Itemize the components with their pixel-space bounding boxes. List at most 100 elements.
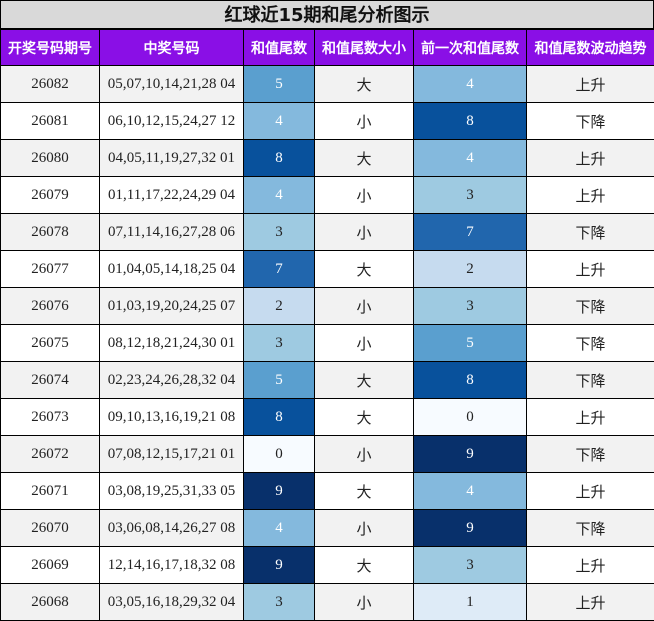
cell-tail: 5 — [244, 66, 315, 103]
cell-size: 大 — [315, 140, 414, 177]
cell-numbers: 01,04,05,14,18,25 04 — [100, 251, 244, 288]
cell-numbers: 01,03,19,20,24,25 07 — [100, 288, 244, 325]
cell-size: 小 — [315, 436, 414, 473]
cell-period: 26071 — [1, 473, 100, 510]
cell-tail: 3 — [244, 325, 315, 362]
page-title: 红球近15期和尾分析图示 — [0, 0, 654, 29]
cell-numbers: 06,10,12,15,24,27 12 — [100, 103, 244, 140]
cell-size: 小 — [315, 584, 414, 621]
header-row: 开奖号码期号 中奖号码 和值尾数 和值尾数大小 前一次和值尾数 和值尾数波动趋势 — [1, 30, 654, 66]
cell-trend: 下降 — [527, 103, 654, 140]
cell-numbers: 08,12,18,21,24,30 01 — [100, 325, 244, 362]
cell-numbers: 12,14,16,17,18,32 08 — [100, 547, 244, 584]
cell-size: 大 — [315, 362, 414, 399]
cell-numbers: 03,06,08,14,26,27 08 — [100, 510, 244, 547]
header-size: 和值尾数大小 — [315, 30, 414, 66]
cell-period: 26076 — [1, 288, 100, 325]
cell-tail: 2 — [244, 288, 315, 325]
cell-prev-tail: 8 — [414, 362, 527, 399]
cell-trend: 上升 — [527, 66, 654, 103]
cell-tail: 3 — [244, 584, 315, 621]
header-prev-tail: 前一次和值尾数 — [414, 30, 527, 66]
cell-tail: 0 — [244, 436, 315, 473]
header-period: 开奖号码期号 — [1, 30, 100, 66]
cell-prev-tail: 0 — [414, 399, 527, 436]
cell-period: 26079 — [1, 177, 100, 214]
cell-period: 26078 — [1, 214, 100, 251]
cell-period: 26082 — [1, 66, 100, 103]
tail-analysis-table: 开奖号码期号 中奖号码 和值尾数 和值尾数大小 前一次和值尾数 和值尾数波动趋势… — [0, 29, 654, 621]
cell-trend: 上升 — [527, 177, 654, 214]
cell-size: 大 — [315, 473, 414, 510]
cell-period: 26080 — [1, 140, 100, 177]
cell-tail: 3 — [244, 214, 315, 251]
cell-tail: 8 — [244, 140, 315, 177]
cell-trend: 下降 — [527, 436, 654, 473]
cell-prev-tail: 4 — [414, 66, 527, 103]
cell-tail: 8 — [244, 399, 315, 436]
cell-prev-tail: 9 — [414, 436, 527, 473]
cell-prev-tail: 8 — [414, 103, 527, 140]
cell-tail: 4 — [244, 177, 315, 214]
cell-tail: 4 — [244, 510, 315, 547]
cell-prev-tail: 4 — [414, 473, 527, 510]
cell-prev-tail: 3 — [414, 288, 527, 325]
cell-period: 26072 — [1, 436, 100, 473]
cell-trend: 下降 — [527, 214, 654, 251]
cell-numbers: 07,11,14,16,27,28 06 — [100, 214, 244, 251]
cell-size: 小 — [315, 510, 414, 547]
cell-size: 小 — [315, 177, 414, 214]
cell-prev-tail: 3 — [414, 547, 527, 584]
cell-size: 小 — [315, 325, 414, 362]
cell-period: 26073 — [1, 399, 100, 436]
cell-size: 小 — [315, 288, 414, 325]
header-numbers: 中奖号码 — [100, 30, 244, 66]
cell-size: 大 — [315, 66, 414, 103]
header-tail: 和值尾数 — [244, 30, 315, 66]
cell-size: 小 — [315, 214, 414, 251]
cell-tail: 4 — [244, 103, 315, 140]
cell-prev-tail: 5 — [414, 325, 527, 362]
cell-period: 26077 — [1, 251, 100, 288]
cell-trend: 下降 — [527, 510, 654, 547]
cell-trend: 上升 — [527, 584, 654, 621]
cell-numbers: 07,08,12,15,17,21 01 — [100, 436, 244, 473]
cell-size: 大 — [315, 251, 414, 288]
cell-prev-tail: 1 — [414, 584, 527, 621]
cell-size: 小 — [315, 103, 414, 140]
cell-prev-tail: 3 — [414, 177, 527, 214]
cell-period: 26081 — [1, 103, 100, 140]
cell-numbers: 01,11,17,22,24,29 04 — [100, 177, 244, 214]
cell-numbers: 09,10,13,16,19,21 08 — [100, 399, 244, 436]
cell-tail: 9 — [244, 547, 315, 584]
cell-size: 大 — [315, 547, 414, 584]
cell-period: 26068 — [1, 584, 100, 621]
cell-period: 26075 — [1, 325, 100, 362]
cell-trend: 下降 — [527, 325, 654, 362]
cell-prev-tail: 4 — [414, 140, 527, 177]
cell-prev-tail: 9 — [414, 510, 527, 547]
cell-trend: 上升 — [527, 473, 654, 510]
cell-prev-tail: 7 — [414, 214, 527, 251]
cell-size: 大 — [315, 399, 414, 436]
cell-tail: 5 — [244, 362, 315, 399]
cell-numbers: 02,23,24,26,28,32 04 — [100, 362, 244, 399]
cell-trend: 上升 — [527, 547, 654, 584]
cell-numbers: 04,05,11,19,27,32 01 — [100, 140, 244, 177]
header-trend: 和值尾数波动趋势 — [527, 30, 654, 66]
